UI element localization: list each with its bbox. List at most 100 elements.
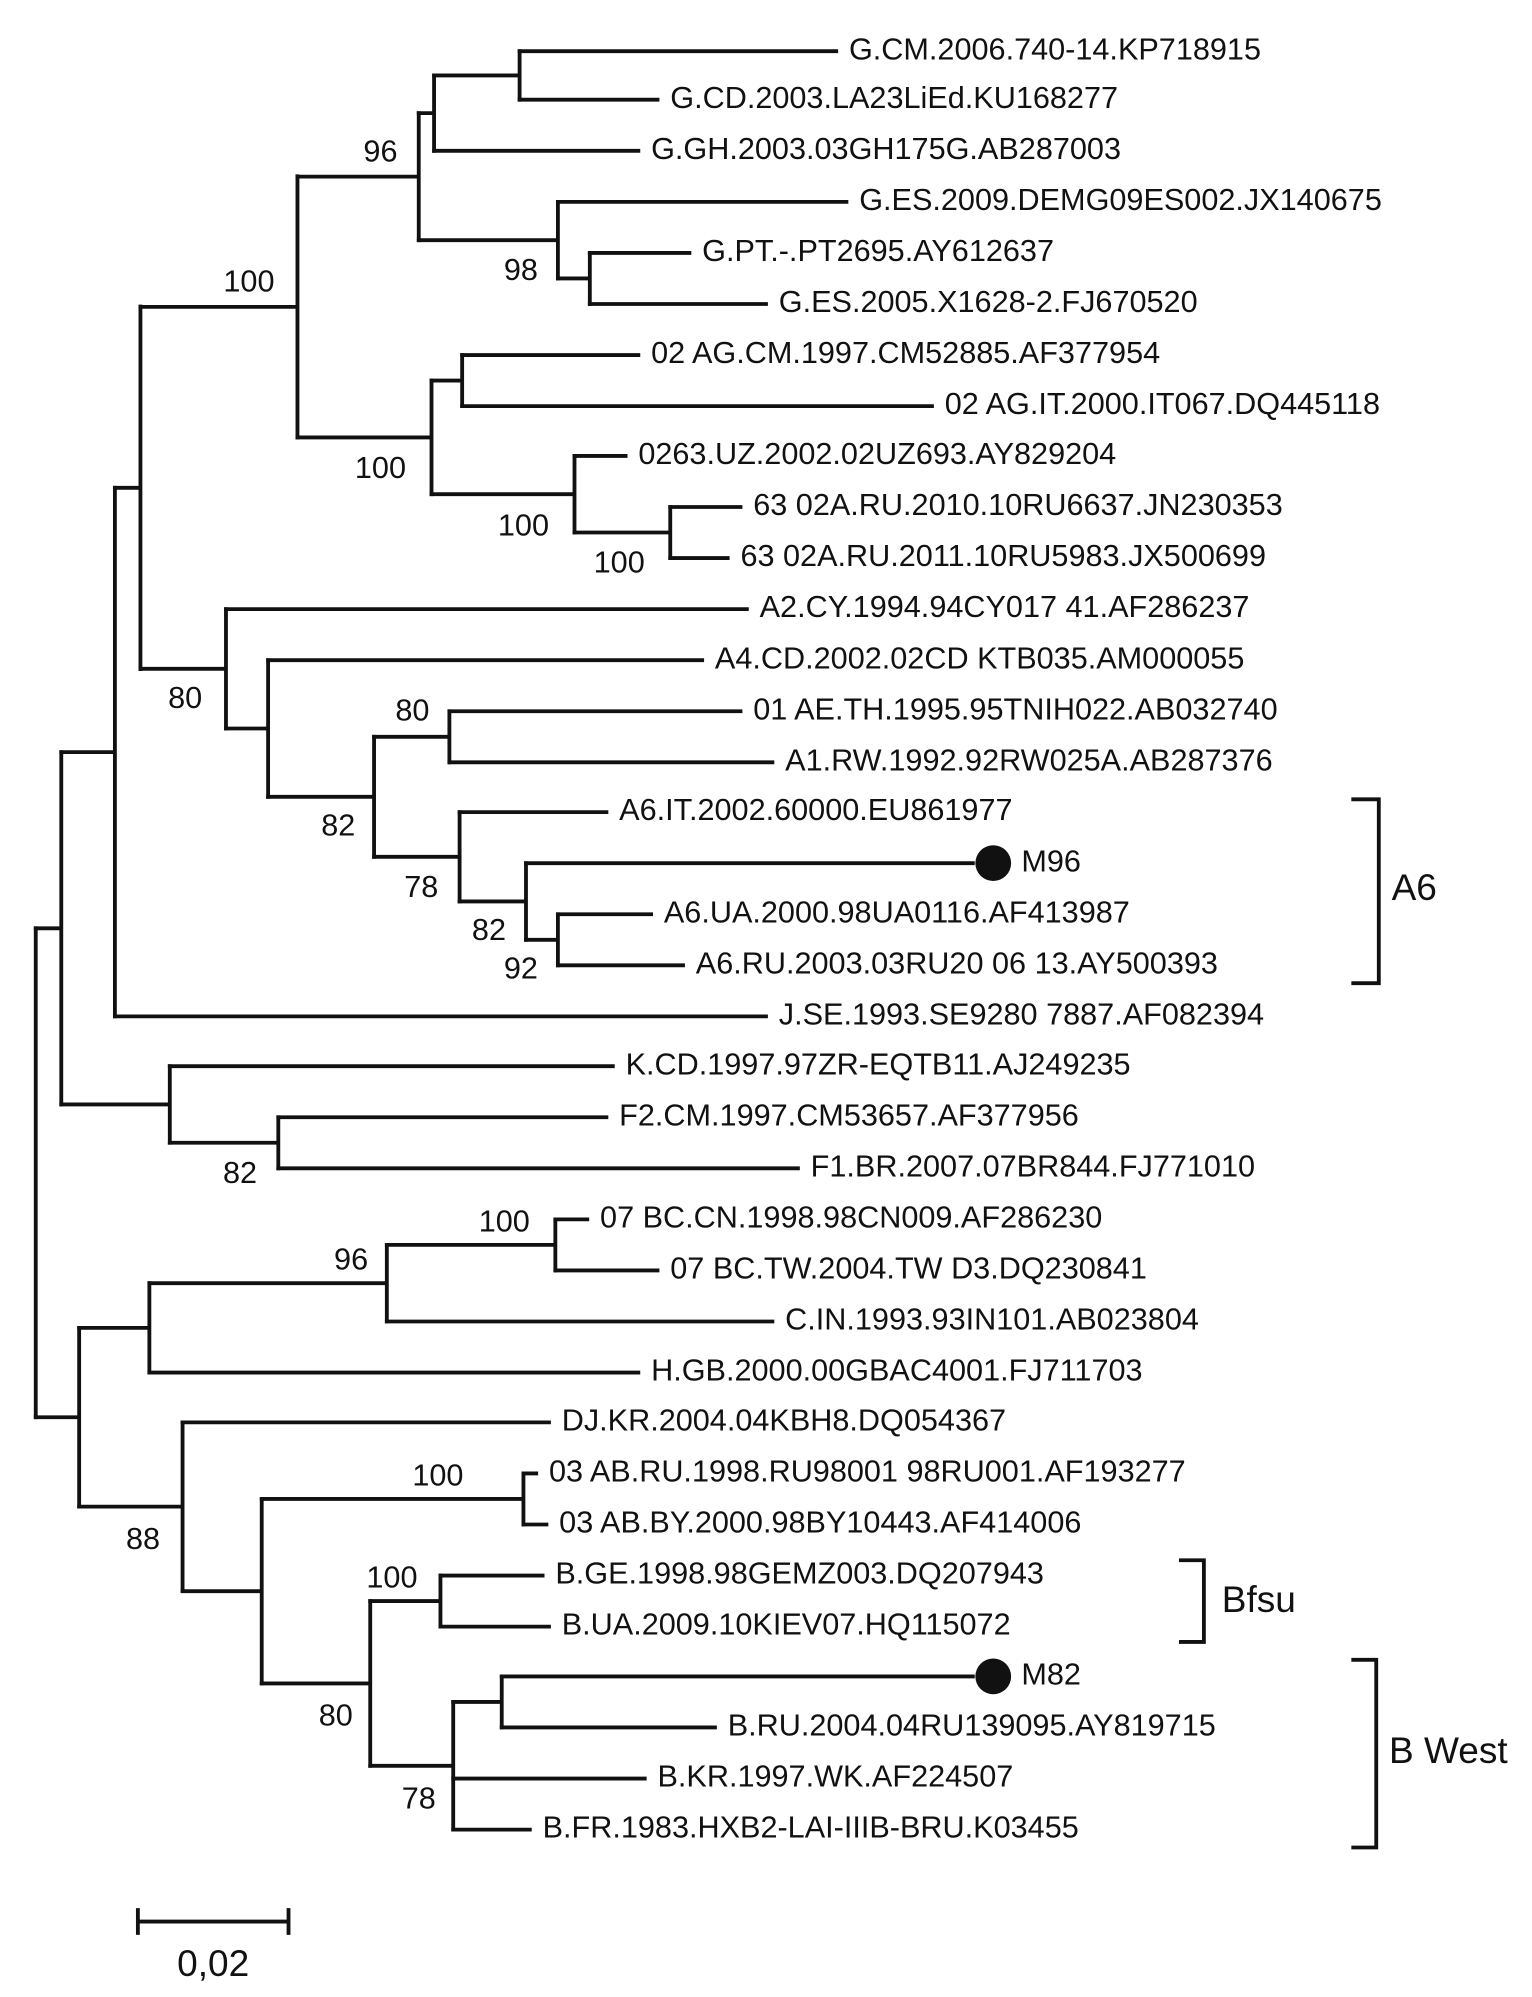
branch	[372, 709, 452, 765]
branch	[457, 861, 528, 942]
branch	[384, 1217, 558, 1273]
bootstrap-value: 100	[479, 1204, 530, 1238]
leaf-label: C.IN.1993.93IN101.AB023804	[785, 1303, 1199, 1337]
leaf-label: G.CD.2003.LA23LiEd.KU168277	[670, 81, 1118, 115]
bootstrap-value: 96	[363, 134, 397, 168]
bootstrap-value: 100	[412, 1458, 463, 1492]
leaf-label: F1.BR.2007.07BR844.FJ771010	[811, 1149, 1255, 1183]
bootstrap-value: 100	[594, 546, 645, 580]
clade-label: Bfsu	[1222, 1578, 1296, 1620]
leaf-label: B.FR.1983.HXB2-LAI-IIIB-BRU.K03455	[543, 1811, 1079, 1845]
branch	[259, 1471, 526, 1527]
leaf-label: 03 AB.BY.2000.98BY10443.AF414006	[559, 1506, 1081, 1540]
clade-bracket	[1179, 1558, 1206, 1644]
bootstrap-value: 100	[498, 509, 549, 543]
branch	[138, 174, 300, 440]
bootstrap-value: 92	[504, 952, 538, 986]
leaf-label: A2.CY.1994.94CY017 41.AF286237	[760, 590, 1250, 624]
branch	[147, 1242, 389, 1324]
bootstrap-value: 88	[126, 1522, 160, 1556]
branch	[368, 1573, 443, 1629]
leaf-label: A4.CD.2002.02CD KTB035.AM000055	[715, 641, 1244, 675]
leaf-label: 01 AE.TH.1995.95TNIH022.AB032740	[753, 692, 1277, 726]
leaf-label: J.SE.1993.SE9280 7887.AF082394	[779, 997, 1264, 1031]
bootstrap-value: 100	[366, 1560, 417, 1594]
leaf-label: A1.RW.1992.92RW025A.AB287376	[785, 743, 1273, 777]
leaf-label: 02 AG.IT.2000.IT067.DQ445118	[945, 387, 1380, 421]
bootstrap-value: 100	[355, 451, 406, 485]
leaf-label: M96	[1021, 844, 1081, 878]
leaf-label: DJ.KR.2004.04KBH8.DQ054367	[562, 1403, 1006, 1437]
branch	[432, 49, 522, 102]
leaf-label: 0263.UZ.2002.02UZ693.AY829204	[638, 437, 1116, 471]
leaf-label: 02 AG.CM.1997.CM52885.AF377954	[651, 336, 1160, 370]
clade-bracket	[1351, 1657, 1379, 1850]
branch	[451, 1674, 504, 1730]
branch	[259, 1599, 373, 1768]
branch	[416, 73, 436, 153]
leaf-label: 07 BC.CN.1998.98CN009.AF286230	[600, 1200, 1102, 1234]
leaf-label: G.ES.2005.X1628-2.FJ670520	[779, 285, 1198, 319]
leaf-label: G.ES.2009.DEMG09ES002.JX140675	[859, 183, 1382, 217]
branch	[59, 485, 117, 1019]
leaf-label: F2.CM.1997.CM53657.AF377956	[619, 1098, 1079, 1132]
leaf-label: A6.UA.2000.98UA0116.AF413987	[664, 895, 1130, 929]
bootstrap-value: 82	[223, 1156, 257, 1190]
leaf-label: 07 BC.TW.2004.TW D3.DQ230841	[670, 1252, 1147, 1286]
marker-dot	[975, 845, 1012, 882]
branch	[295, 378, 434, 497]
bootstrap-value: 80	[319, 1698, 353, 1732]
branch	[112, 304, 143, 672]
leaf-label: 03 AB.RU.1998.RU98001 98RU001.AF193277	[549, 1455, 1186, 1489]
leaf-label: K.CD.1997.97ZR-EQTB11.AJ249235	[626, 1047, 1131, 1081]
branch	[555, 251, 592, 306]
leaf-label: 63 02A.RU.2011.10RU5983.JX500699	[740, 539, 1266, 573]
branch	[295, 111, 421, 243]
branch	[167, 1115, 281, 1171]
branch	[77, 1281, 152, 1375]
branch	[59, 1064, 172, 1145]
bootstrap-value: 80	[168, 681, 202, 715]
bootstrap-value: 80	[395, 694, 429, 728]
leaf-label: 63 02A.RU.2010.10RU6637.JN230353	[753, 488, 1283, 522]
scale-bar	[135, 1908, 291, 1935]
branch	[266, 734, 376, 859]
clade-label: A6	[1392, 866, 1437, 908]
bootstrap-value: 98	[504, 253, 538, 287]
leaf-label: A6.IT.2002.60000.EU861977	[619, 793, 1012, 827]
leaf-label: M82	[1021, 1658, 1081, 1692]
marker-dot	[975, 1658, 1012, 1695]
branch	[524, 912, 560, 968]
branch	[416, 199, 560, 281]
leaf-label: B.GE.1998.98GEMZ003.DQ207943	[555, 1557, 1044, 1591]
branch	[429, 353, 465, 409]
leaf-label: G.PT.-.PT2695.AY612637	[702, 234, 1054, 268]
scale-label: 0,02	[177, 1942, 249, 1984]
bootstrap-value: 78	[404, 870, 438, 904]
branch	[368, 1700, 456, 1832]
branch	[33, 750, 64, 1107]
bootstrap-value: 82	[472, 913, 506, 947]
branch	[180, 1497, 264, 1686]
branch	[224, 658, 271, 799]
bootstrap-value: 78	[402, 1781, 436, 1815]
leaf-label: B.KR.1997.WK.AF224507	[657, 1760, 1013, 1794]
branch	[429, 454, 577, 535]
leaf-label: B.RU.2004.04RU139095.AY819715	[728, 1709, 1216, 1743]
bootstrap-value: 82	[321, 809, 355, 843]
leaf-label: G.CM.2006.740-14.KP718915	[849, 32, 1261, 66]
leaf-label: A6.RU.2003.03RU20 06 13.AY500393	[696, 946, 1218, 980]
bootstrap-value: 100	[223, 265, 274, 299]
branch	[372, 810, 462, 904]
leaf-label: G.GH.2003.03GH175G.AB287003	[651, 132, 1121, 166]
bootstrap-value: 96	[334, 1243, 368, 1277]
branch	[33, 1325, 82, 1509]
branch	[77, 1420, 185, 1593]
leaf-label: B.UA.2009.10KIEV07.HQ115072	[562, 1608, 1011, 1642]
clade-label: B West	[1389, 1729, 1508, 1771]
clade-bracket	[1351, 797, 1381, 986]
branch	[572, 505, 673, 560]
branch	[138, 607, 228, 731]
